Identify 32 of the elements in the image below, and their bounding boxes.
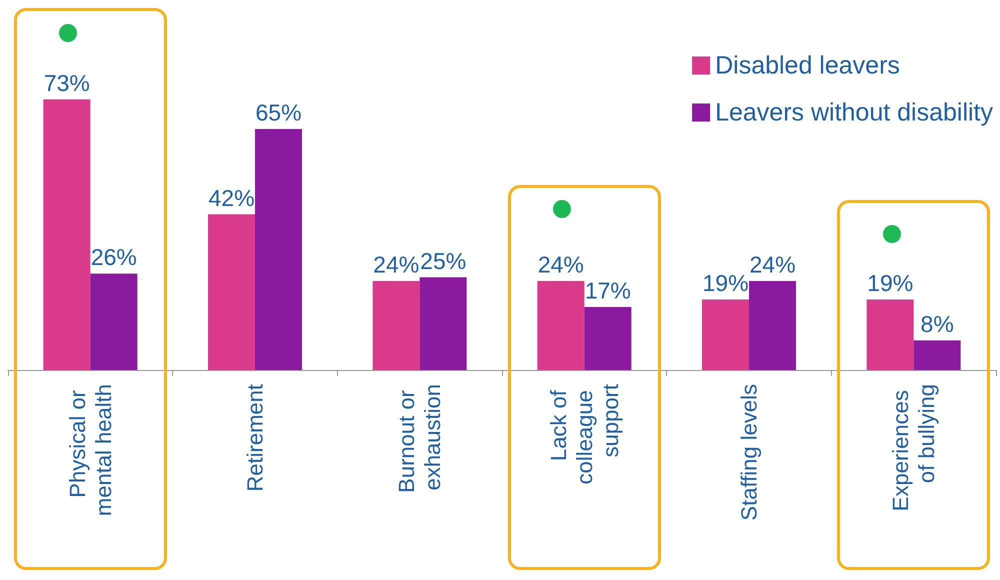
data-label: 26% (90, 244, 137, 270)
data-label: 24% (373, 252, 420, 278)
bar (43, 99, 90, 370)
data-label: 17% (584, 277, 631, 304)
x-tick-label: Retirement (242, 384, 268, 492)
data-label: 73% (44, 70, 90, 96)
bar (372, 281, 420, 370)
legend-label: Leavers without disability (715, 98, 994, 126)
legend-label: Disabled leavers (715, 52, 900, 80)
data-label: 19% (702, 270, 749, 296)
bar (537, 281, 584, 370)
bar (584, 306, 632, 370)
data-label: 8% (920, 310, 954, 337)
data-label: 19% (867, 270, 914, 296)
bar (914, 340, 961, 370)
x-tick-label: Staffing levels (736, 384, 762, 521)
data-label: 65% (255, 99, 302, 126)
x-tick-label: Burnout or exhaustion (394, 384, 446, 493)
data-label: 25% (420, 248, 466, 274)
bar (90, 274, 138, 370)
bar (749, 281, 796, 370)
data-label: 42% (208, 184, 255, 211)
x-tick-label: Experiences of bullying (888, 384, 940, 512)
bar (866, 300, 914, 370)
x-tick-label: Physical or mental health (64, 384, 116, 516)
bar (702, 300, 749, 370)
data-label: 24% (749, 252, 796, 278)
bar (255, 128, 302, 370)
data-label: 24% (538, 252, 584, 278)
x-tick-label: Lack of colleague support (546, 384, 623, 484)
bar (208, 214, 255, 370)
bar (420, 277, 467, 370)
